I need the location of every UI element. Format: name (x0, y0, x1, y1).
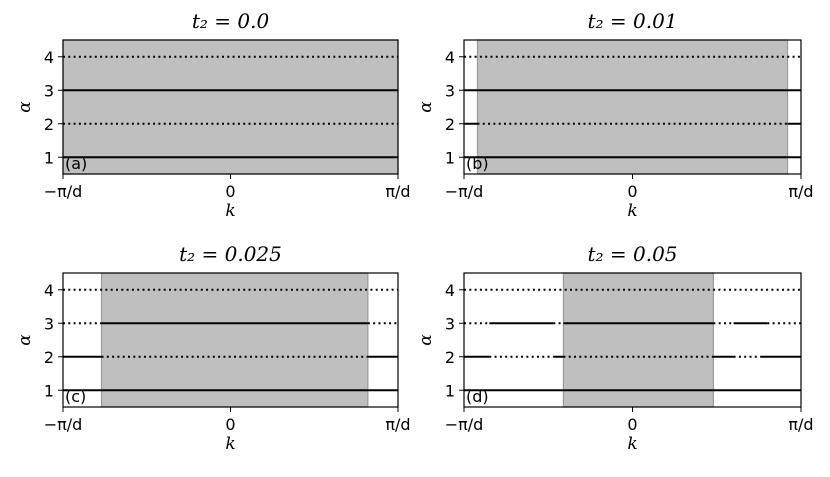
y-tick-label: 2 (44, 348, 54, 367)
y-axis-label: α (416, 334, 436, 346)
shaded-region (562, 272, 714, 408)
panel-title: t₂ = 0.05 (587, 242, 677, 266)
y-tick-label: 3 (445, 81, 455, 100)
x-axis-label: k (627, 434, 637, 454)
panel-4: −π/d 0 π/d 1 2 3 4 t₂ = 0.05 k α (d) (416, 242, 814, 454)
x-axis-label: k (225, 434, 235, 454)
x-tick-label: 0 (225, 415, 235, 434)
y-tick-label: 4 (445, 48, 455, 67)
panel-2: −π/d 0 π/d 1 2 3 4 t₂ = 0.01 k α (b) (416, 9, 814, 221)
x-axis-label: k (225, 201, 235, 221)
x-tick-label: −π/d (44, 182, 83, 201)
y-axis-label: α (416, 101, 436, 113)
panel-title: t₂ = 0.0 (192, 9, 270, 33)
y-tick-label: 2 (44, 115, 54, 134)
y-tick-label: 4 (44, 281, 54, 300)
shaded-region (62, 39, 399, 175)
x-tick-label: 0 (627, 415, 637, 434)
y-tick-label: 1 (44, 148, 54, 167)
y-tick-label: 1 (44, 381, 54, 400)
x-tick-label: π/d (788, 182, 813, 201)
x-tick-label: π/d (385, 182, 410, 201)
y-tick-label: 3 (44, 81, 54, 100)
y-tick-label: 1 (445, 148, 455, 167)
y-tick-label: 4 (44, 48, 54, 67)
panel-label: (a) (65, 154, 87, 173)
panel-title: t₂ = 0.01 (587, 9, 677, 33)
x-axis-label: k (627, 201, 637, 221)
y-tick-label: 3 (44, 314, 54, 333)
y-tick-label: 2 (445, 348, 455, 367)
y-tick-label: 2 (445, 115, 455, 134)
x-tick-label: π/d (385, 415, 410, 434)
x-tick-label: 0 (627, 182, 637, 201)
panel-label: (d) (466, 387, 489, 406)
x-tick-label: 0 (225, 182, 235, 201)
x-tick-label: −π/d (445, 415, 484, 434)
x-tick-label: −π/d (44, 415, 83, 434)
x-tick-label: −π/d (445, 182, 484, 201)
y-tick-label: 1 (445, 381, 455, 400)
shaded-region (100, 272, 369, 408)
y-tick-label: 3 (445, 314, 455, 333)
panel-title: t₂ = 0.025 (179, 242, 282, 266)
x-tick-label: π/d (788, 415, 813, 434)
panel-3: −π/d 0 π/d 1 2 3 4 t₂ = 0.025 k α (c) (15, 242, 411, 454)
panel-label: (c) (65, 387, 86, 406)
y-axis-label: α (15, 334, 35, 346)
y-tick-label: 4 (445, 281, 455, 300)
panel-1: −π/d 0 π/d 1 2 3 4 t₂ = 0.0 k α (a) (15, 9, 411, 221)
shaded-region (476, 39, 789, 175)
panel-label: (b) (466, 154, 489, 173)
y-axis-label: α (15, 101, 35, 113)
